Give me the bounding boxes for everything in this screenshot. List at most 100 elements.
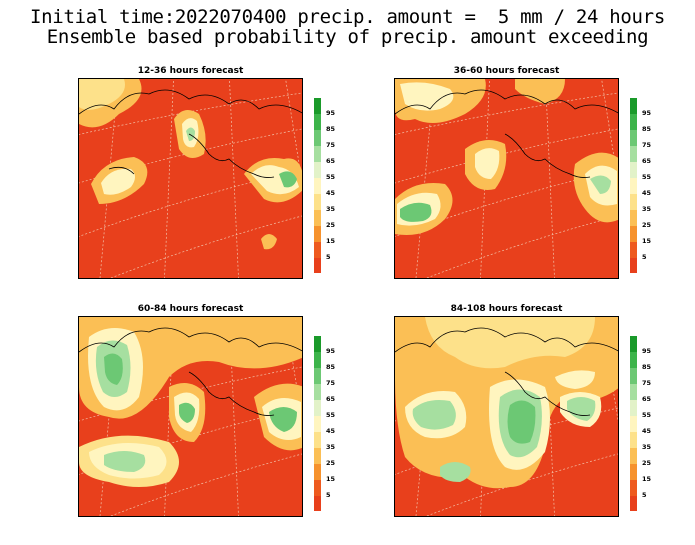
colorbar: 95 85 75 65 55 45 35 25 15 5 bbox=[314, 336, 342, 511]
forecast-panel-84-108: 84-108 hours forecast bbox=[394, 304, 694, 534]
probability-map bbox=[394, 316, 619, 517]
colorbar-swatch bbox=[314, 352, 321, 368]
colorbar-swatch bbox=[630, 384, 637, 400]
colorbar-label: 95 bbox=[326, 347, 336, 355]
colorbar-label: 75 bbox=[642, 379, 652, 387]
colorbar-label: 95 bbox=[326, 109, 336, 117]
colorbar-label: 25 bbox=[326, 459, 336, 467]
colorbar-label: 5 bbox=[326, 253, 331, 261]
colorbar: 95 85 75 65 55 45 35 25 15 5 bbox=[630, 98, 658, 273]
colorbar-swatch bbox=[314, 194, 321, 210]
colorbar-swatch bbox=[630, 130, 637, 146]
probability-map bbox=[78, 78, 303, 279]
colorbar-swatch bbox=[630, 432, 637, 448]
colorbar-label: 25 bbox=[326, 221, 336, 229]
colorbar-swatch bbox=[314, 384, 321, 400]
coastlines bbox=[79, 327, 302, 416]
colorbar-label: 95 bbox=[642, 109, 652, 117]
colorbar-label: 55 bbox=[326, 173, 336, 181]
probability-areas bbox=[79, 317, 302, 487]
colorbar: 95 85 75 65 55 45 35 25 15 5 bbox=[630, 336, 658, 511]
map-canvas bbox=[79, 317, 302, 516]
colorbar-label: 5 bbox=[642, 253, 647, 261]
colorbar-label: 65 bbox=[642, 157, 652, 165]
colorbar-swatch bbox=[630, 480, 637, 496]
colorbar-label: 25 bbox=[642, 459, 652, 467]
colorbar-swatch bbox=[314, 496, 321, 511]
colorbar-swatch bbox=[314, 210, 321, 226]
colorbar-swatch bbox=[314, 162, 321, 178]
colorbar-swatch bbox=[314, 464, 321, 480]
colorbar-label: 15 bbox=[326, 475, 336, 483]
colorbar-label: 85 bbox=[326, 363, 336, 371]
colorbar-swatch bbox=[314, 368, 321, 384]
colorbar-label: 75 bbox=[326, 379, 336, 387]
chart-title-line-2: Ensemble based probability of precip. am… bbox=[46, 26, 649, 48]
forecast-panel-36-60: 36-60 hours forecast bbox=[394, 66, 694, 296]
colorbar-label: 55 bbox=[642, 411, 652, 419]
colorbar-label: 25 bbox=[642, 221, 652, 229]
map-canvas bbox=[395, 79, 618, 278]
map-canvas bbox=[395, 317, 618, 516]
colorbar-swatch bbox=[630, 448, 637, 464]
colorbar-swatch bbox=[314, 114, 321, 130]
colorbar-swatch bbox=[630, 416, 637, 432]
colorbar-swatch bbox=[630, 258, 637, 273]
probability-areas bbox=[395, 79, 618, 235]
colorbar-swatch bbox=[314, 416, 321, 432]
colorbar-label: 55 bbox=[326, 411, 336, 419]
coastlines bbox=[79, 89, 302, 178]
colorbar-label: 5 bbox=[326, 491, 331, 499]
colorbar-swatch bbox=[314, 242, 321, 258]
colorbar-swatch bbox=[314, 400, 321, 416]
colorbar-label: 75 bbox=[326, 141, 336, 149]
map-canvas bbox=[79, 79, 302, 278]
colorbar-label: 35 bbox=[326, 205, 336, 213]
colorbar-swatch bbox=[630, 352, 637, 368]
colorbar-label: 35 bbox=[642, 443, 652, 451]
colorbar-label: 85 bbox=[326, 125, 336, 133]
colorbar-swatch bbox=[630, 226, 637, 242]
colorbar-label: 15 bbox=[642, 475, 652, 483]
colorbar-swatch bbox=[630, 242, 637, 258]
colorbar-label: 85 bbox=[642, 363, 652, 371]
colorbar-swatch bbox=[630, 178, 637, 194]
colorbar-swatch bbox=[314, 448, 321, 464]
forecast-panel-12-36: 12-36 hours forecast bbox=[78, 66, 378, 296]
colorbar-label: 15 bbox=[642, 237, 652, 245]
colorbar-swatch bbox=[314, 336, 321, 352]
colorbar-swatch bbox=[630, 162, 637, 178]
colorbar-label: 35 bbox=[326, 443, 336, 451]
colorbar-swatch bbox=[314, 480, 321, 496]
forecast-panel-60-84: 60-84 hours forecast bbox=[78, 304, 378, 534]
colorbar-label: 5 bbox=[642, 491, 647, 499]
colorbar-swatch bbox=[630, 194, 637, 210]
colorbar-label: 45 bbox=[326, 427, 336, 435]
colorbar-label: 45 bbox=[326, 189, 336, 197]
coastlines bbox=[395, 327, 618, 416]
colorbar-swatch bbox=[314, 258, 321, 273]
colorbar-swatch bbox=[630, 146, 637, 162]
colorbar-swatch bbox=[630, 400, 637, 416]
panel-title: 84-108 hours forecast bbox=[450, 304, 563, 314]
colorbar-label: 85 bbox=[642, 125, 652, 133]
colorbar-label: 75 bbox=[642, 141, 652, 149]
colorbar-swatch bbox=[630, 98, 637, 114]
colorbar-swatch bbox=[314, 226, 321, 242]
chart-title-line-1: Initial time:2022070400 precip. amount =… bbox=[30, 6, 665, 28]
colorbar: 95 85 75 65 55 45 35 25 15 5 bbox=[314, 98, 342, 273]
colorbar-swatch bbox=[314, 146, 321, 162]
panel-title: 12-36 hours forecast bbox=[137, 66, 244, 76]
colorbar-label: 15 bbox=[326, 237, 336, 245]
colorbar-swatch bbox=[630, 496, 637, 511]
colorbar-label: 45 bbox=[642, 189, 652, 197]
probability-areas bbox=[395, 317, 618, 489]
colorbar-label: 95 bbox=[642, 347, 652, 355]
colorbar-label: 65 bbox=[642, 395, 652, 403]
probability-map bbox=[78, 316, 303, 517]
colorbar-swatch bbox=[314, 178, 321, 194]
colorbar-swatch bbox=[314, 98, 321, 114]
probability-map bbox=[394, 78, 619, 279]
colorbar-swatch bbox=[630, 114, 637, 130]
colorbar-label: 65 bbox=[326, 157, 336, 165]
